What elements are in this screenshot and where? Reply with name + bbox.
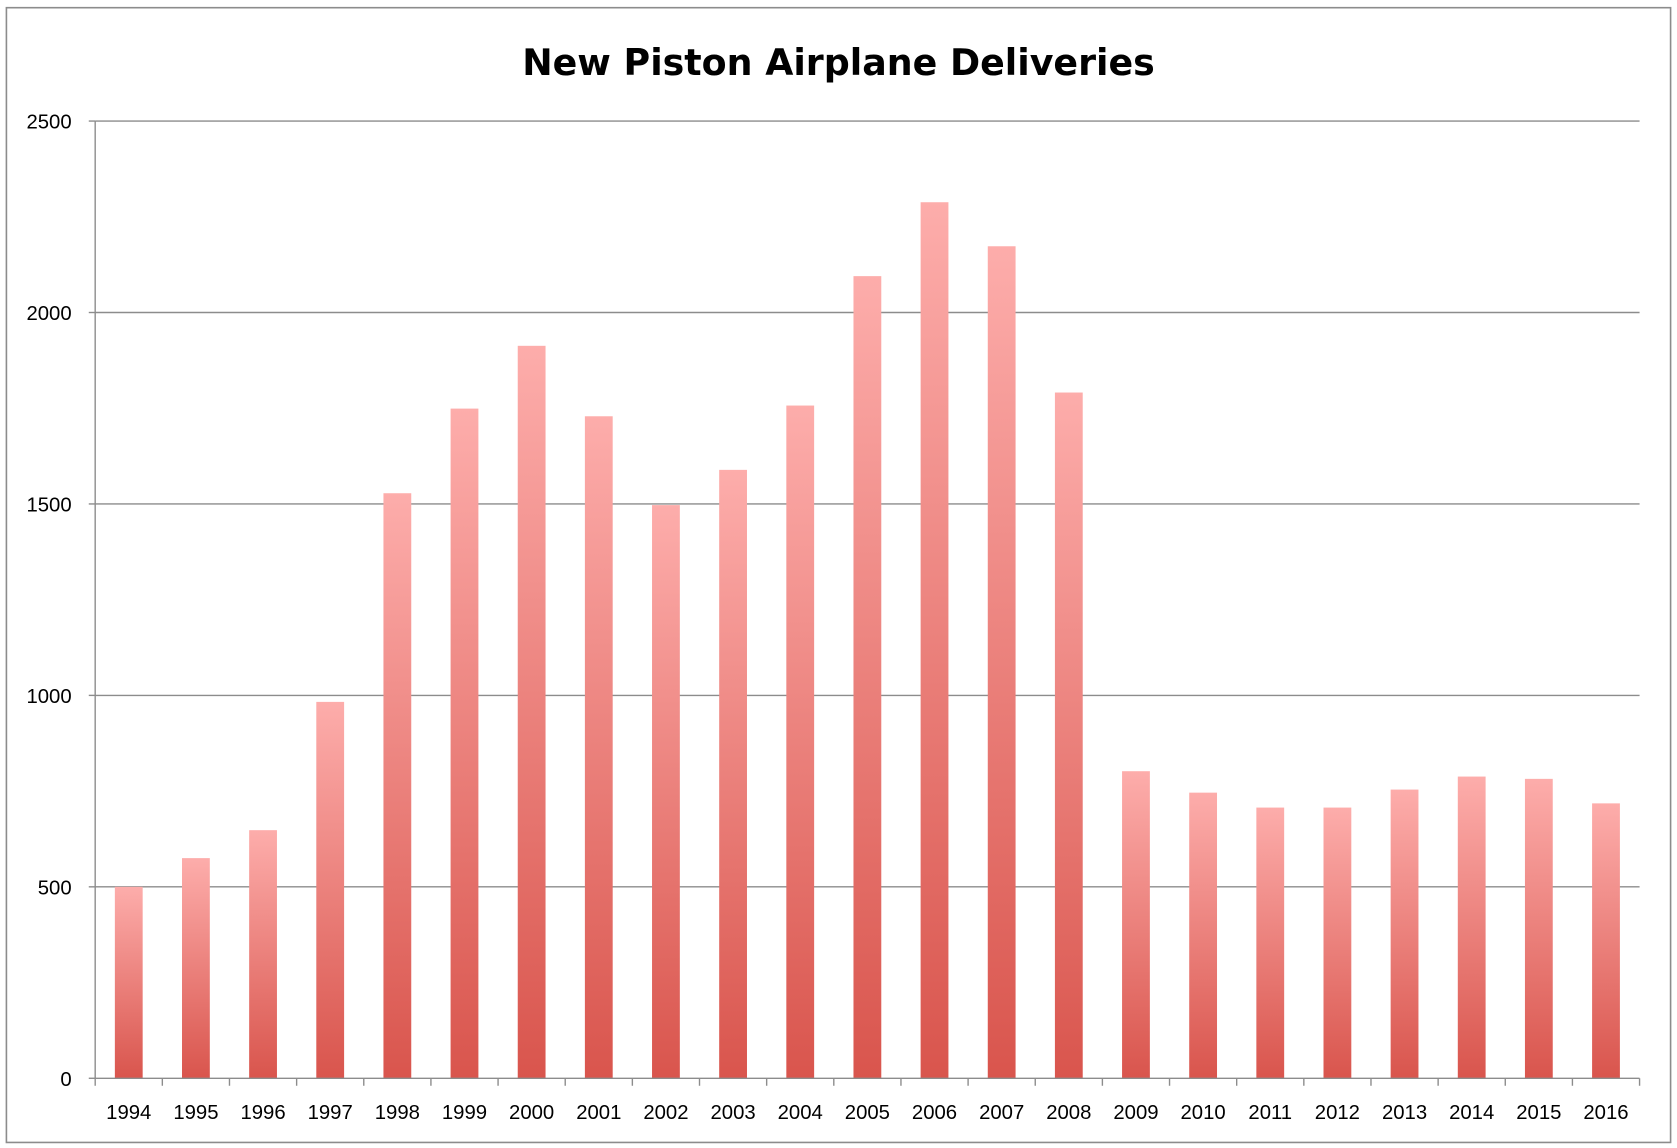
- bar-2001: [584, 416, 613, 1079]
- x-tick-label: 1996: [240, 1102, 285, 1124]
- x-tick-label: 2002: [643, 1102, 688, 1124]
- x-tick-label: 2016: [1583, 1102, 1628, 1124]
- y-tick-label: 500: [38, 877, 72, 899]
- bar-2008: [1054, 392, 1083, 1079]
- bar-1994: [114, 886, 143, 1079]
- y-tick-label: 2000: [26, 303, 71, 325]
- x-tick-label: 2007: [979, 1102, 1024, 1124]
- x-tick-label: 2013: [1382, 1102, 1427, 1124]
- x-tick-label: 1997: [308, 1102, 353, 1124]
- x-tick-label: 1999: [442, 1102, 487, 1124]
- bar-2004: [786, 405, 815, 1079]
- bar-2011: [1256, 807, 1285, 1079]
- x-tick-label: 2015: [1516, 1102, 1561, 1124]
- x-tick-label: 2001: [576, 1102, 621, 1124]
- bar-2002: [652, 505, 680, 1079]
- x-tick-label: 2011: [1248, 1102, 1292, 1124]
- x-tick-label: 2010: [1181, 1102, 1226, 1124]
- bar-2006: [920, 202, 949, 1079]
- x-tick-label: 2012: [1315, 1102, 1360, 1124]
- bar-1999: [450, 408, 479, 1079]
- bar-2015: [1524, 778, 1553, 1079]
- x-tick-label: 2008: [1046, 1102, 1091, 1124]
- bar-1997: [316, 701, 345, 1079]
- bar-2009: [1122, 771, 1150, 1079]
- x-tick-label: 1998: [375, 1102, 420, 1124]
- y-tick-label: 1000: [26, 686, 71, 708]
- bar-1996: [249, 830, 277, 1079]
- x-tick-label: 1995: [173, 1102, 218, 1124]
- x-tick-label: 2006: [912, 1102, 957, 1124]
- y-tick-label: 0: [60, 1069, 71, 1091]
- y-tick-label: 2500: [26, 112, 71, 134]
- x-tick-label: 2005: [845, 1102, 890, 1124]
- x-tick-label: 2000: [509, 1102, 554, 1124]
- bar-2012: [1323, 807, 1352, 1079]
- x-tick-label: 2004: [778, 1102, 823, 1124]
- bar-2007: [987, 246, 1016, 1079]
- bar-1995: [182, 858, 210, 1079]
- bar-2013: [1390, 789, 1419, 1079]
- x-tick-label: 2003: [710, 1102, 755, 1124]
- bar-2003: [719, 469, 747, 1079]
- bar-2014: [1457, 776, 1486, 1079]
- bar-2005: [853, 276, 882, 1079]
- x-tick-label: 2009: [1113, 1102, 1158, 1124]
- y-tick-label: 1500: [26, 494, 71, 516]
- x-tick-label: 1994: [106, 1102, 151, 1124]
- bar-2000: [517, 345, 546, 1079]
- x-tick-label: 2014: [1449, 1102, 1494, 1124]
- bar-1998: [383, 493, 412, 1079]
- bar-2016: [1592, 803, 1620, 1079]
- bar-2010: [1189, 792, 1218, 1079]
- chart-title: New Piston Airplane Deliveries: [522, 41, 1155, 84]
